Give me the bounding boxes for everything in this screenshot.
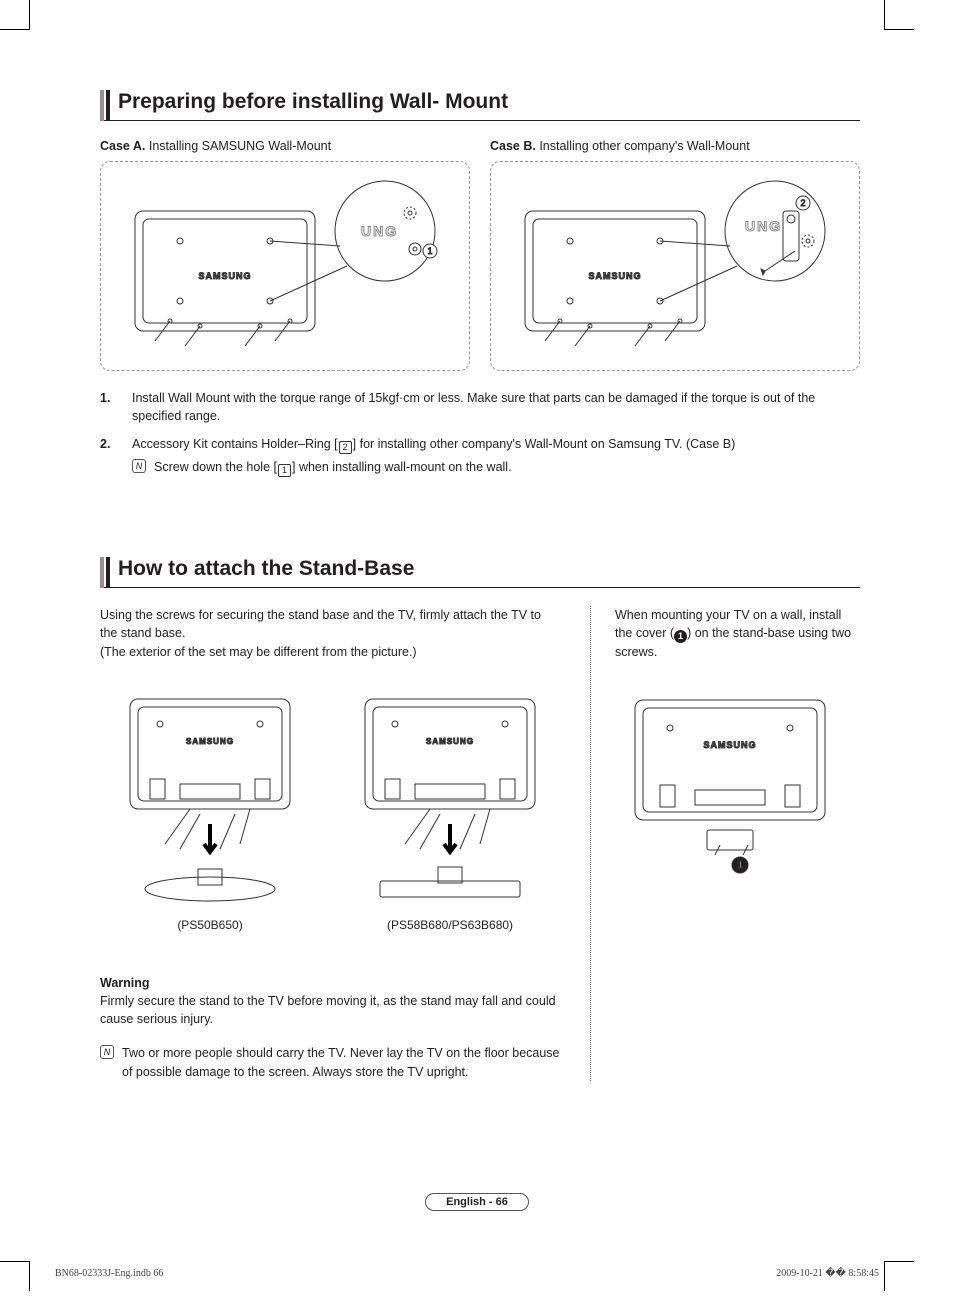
page-content: Preparing before installing Wall- Mount …	[100, 90, 860, 1081]
case-b-column: Case B. Installing other company's Wall-…	[490, 139, 860, 371]
ref-num-1: 1	[278, 464, 291, 477]
stand-svg-b: SAMSUNG	[350, 689, 550, 909]
crop-mark	[884, 1261, 914, 1262]
case-b-label: Case B. Installing other company's Wall-…	[490, 139, 860, 153]
stand-diagram-b: SAMSUNG	[340, 689, 560, 934]
case-a-bold: Case A.	[100, 139, 145, 153]
page-number-pill: English - 66	[425, 1193, 529, 1211]
warning-body: Firmly secure the stand to the TV before…	[100, 992, 560, 1028]
model-a-label: (PS50B650)	[100, 917, 320, 934]
note-text: Screw down the hole [1] when installing …	[154, 458, 512, 477]
stand-left-column: Using the screws for securing the stand …	[100, 606, 560, 1080]
section-title-text: Preparing before installing Wall- Mount	[118, 90, 508, 113]
section-title-standbase: How to attach the Stand-Base	[100, 557, 860, 588]
instruction-2: 2. Accessory Kit contains Holder–Ring [2…	[100, 435, 860, 477]
ref-num-2: 2	[339, 441, 352, 454]
warning-note-text: Two or more people should carry the TV. …	[122, 1044, 560, 1080]
crop-mark	[0, 1261, 30, 1262]
case-b-diagram: SAMSUNG UNG	[490, 161, 860, 371]
section-title-text: How to attach the Stand-Base	[118, 557, 414, 580]
stand-right-diagram: SAMSUNG 1	[615, 690, 860, 890]
crop-mark	[884, 29, 914, 30]
svg-text:SAMSUNG: SAMSUNG	[426, 737, 474, 746]
case-b-rest: Installing other company's Wall-Mount	[536, 139, 750, 153]
instruction-1-num: 1.	[100, 389, 118, 425]
note-icon: N	[132, 459, 146, 473]
instruction-2-text-a: Accessory Kit contains Holder–Ring [	[132, 437, 338, 451]
stand-left-p2: (The exterior of the set may be differen…	[100, 643, 560, 661]
warning-note: N Two or more people should carry the TV…	[100, 1044, 560, 1080]
crop-mark	[884, 1261, 885, 1291]
svg-text:2: 2	[800, 198, 805, 208]
model-b-label: (PS58B680/PS63B680)	[340, 917, 560, 934]
wallmount-instructions: 1. Install Wall Mount with the torque ra…	[100, 389, 860, 477]
stand-columns: Using the screws for securing the stand …	[100, 606, 860, 1080]
svg-text:1: 1	[737, 860, 743, 871]
svg-text:UNG: UNG	[361, 223, 398, 239]
stand-svg-a: SAMSUNG	[110, 689, 310, 909]
wallmount-svg-a: SAMSUNG UNG	[115, 171, 455, 361]
case-b-bold: Case B.	[490, 139, 536, 153]
title-accent-bars	[100, 90, 112, 121]
page-footer: English - 66	[0, 1192, 954, 1211]
instruction-2-note: N Screw down the hole [1] when installin…	[132, 458, 860, 477]
meta-timestamp: 2009-10-21 �� 8:58:45	[776, 1268, 879, 1279]
svg-text:1: 1	[427, 246, 432, 256]
warning-title: Warning	[100, 974, 560, 992]
stand-left-p1: Using the screws for securing the stand …	[100, 606, 560, 642]
crop-mark	[0, 29, 30, 30]
case-a-rest: Installing SAMSUNG Wall-Mount	[145, 139, 331, 153]
section-standbase: How to attach the Stand-Base Using the s…	[100, 557, 860, 1080]
svg-text:UNG: UNG	[745, 218, 782, 234]
instruction-1: 1. Install Wall Mount with the torque ra…	[100, 389, 860, 425]
instruction-2-body: Accessory Kit contains Holder–Ring [2] f…	[132, 435, 860, 477]
stand-diagram-a: SAMSUNG	[100, 689, 320, 934]
instruction-2-num: 2.	[100, 435, 118, 477]
case-a-column: Case A. Installing SAMSUNG Wall-Mount SA…	[100, 139, 470, 371]
crop-mark	[29, 1261, 30, 1291]
crop-mark	[884, 0, 885, 30]
svg-text:SAMSUNG: SAMSUNG	[198, 271, 251, 281]
stand-right-p1: When mounting your TV on a wall, install…	[615, 606, 860, 661]
stand-diagrams: SAMSUNG	[100, 689, 560, 934]
cover-svg: SAMSUNG 1	[615, 690, 845, 890]
callout-1-filled: 1	[674, 630, 687, 643]
case-a-label: Case A. Installing SAMSUNG Wall-Mount	[100, 139, 470, 153]
case-a-diagram: SAMSUNG UNG	[100, 161, 470, 371]
case-row: Case A. Installing SAMSUNG Wall-Mount SA…	[100, 139, 860, 371]
svg-text:SAMSUNG: SAMSUNG	[703, 740, 756, 750]
svg-text:SAMSUNG: SAMSUNG	[186, 737, 234, 746]
instruction-1-text: Install Wall Mount with the torque range…	[132, 389, 860, 425]
section-title-wallmount: Preparing before installing Wall- Mount	[100, 90, 860, 121]
instruction-2-text-b: ] for installing other company's Wall-Mo…	[353, 437, 736, 451]
title-accent-bars	[100, 557, 112, 588]
crop-mark	[29, 0, 30, 30]
svg-text:SAMSUNG: SAMSUNG	[588, 271, 641, 281]
note-icon: N	[100, 1045, 114, 1059]
warning-block: Warning Firmly secure the stand to the T…	[100, 974, 560, 1081]
meta-filename: BN68-02333J-Eng.indb 66	[55, 1268, 163, 1279]
stand-right-column: When mounting your TV on a wall, install…	[590, 606, 860, 1080]
wallmount-svg-b: SAMSUNG UNG	[505, 171, 845, 361]
